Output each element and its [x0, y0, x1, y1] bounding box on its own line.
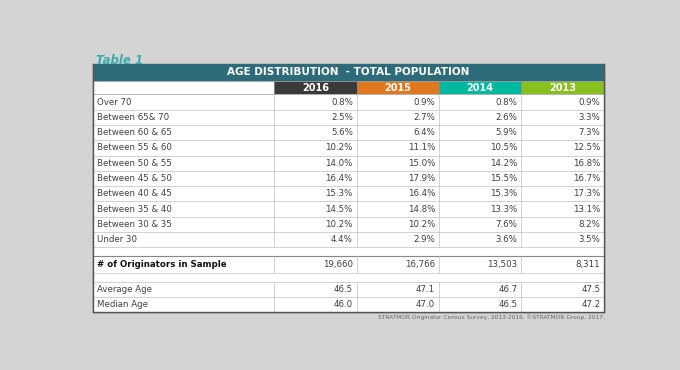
- Bar: [439, 81, 522, 94]
- Text: 12.5%: 12.5%: [573, 144, 600, 152]
- Text: 3.3%: 3.3%: [579, 113, 600, 122]
- Bar: [92, 248, 605, 256]
- Bar: [522, 81, 605, 94]
- Bar: [92, 297, 605, 312]
- Text: Between 45 & 50: Between 45 & 50: [97, 174, 171, 183]
- Text: 8,311: 8,311: [576, 260, 600, 269]
- Bar: [274, 81, 357, 94]
- Bar: [92, 256, 605, 273]
- Bar: [92, 156, 605, 171]
- Text: Between 50 & 55: Between 50 & 55: [97, 159, 171, 168]
- Text: AGE DISTRIBUTION  - TOTAL POPULATION: AGE DISTRIBUTION - TOTAL POPULATION: [227, 67, 470, 77]
- Text: 10.2%: 10.2%: [326, 220, 353, 229]
- Text: 8.2%: 8.2%: [579, 220, 600, 229]
- Text: 16,766: 16,766: [405, 260, 435, 269]
- Text: 2.7%: 2.7%: [413, 113, 435, 122]
- Text: 2.9%: 2.9%: [413, 235, 435, 244]
- Text: 46.5: 46.5: [498, 300, 517, 309]
- Bar: [92, 217, 605, 232]
- Text: 0.9%: 0.9%: [579, 98, 600, 107]
- Text: 2.5%: 2.5%: [331, 113, 353, 122]
- Text: 0.8%: 0.8%: [331, 98, 353, 107]
- Text: 0.8%: 0.8%: [496, 98, 517, 107]
- Text: Over 70: Over 70: [97, 98, 131, 107]
- Text: 47.0: 47.0: [416, 300, 435, 309]
- Bar: [92, 171, 605, 186]
- Bar: [92, 186, 605, 202]
- Text: 47.2: 47.2: [581, 300, 600, 309]
- Text: 7.3%: 7.3%: [579, 128, 600, 137]
- Text: 15.3%: 15.3%: [326, 189, 353, 198]
- Text: 14.8%: 14.8%: [408, 205, 435, 213]
- Text: 2015: 2015: [384, 83, 411, 92]
- Text: 17.9%: 17.9%: [408, 174, 435, 183]
- Text: 15.5%: 15.5%: [490, 174, 517, 183]
- Text: 47.5: 47.5: [581, 285, 600, 294]
- Bar: [92, 64, 605, 81]
- Text: Between 55 & 60: Between 55 & 60: [97, 144, 171, 152]
- Text: 47.1: 47.1: [416, 285, 435, 294]
- Text: 10.2%: 10.2%: [326, 144, 353, 152]
- Text: 46.5: 46.5: [334, 285, 353, 294]
- Text: 16.4%: 16.4%: [408, 189, 435, 198]
- Text: 2014: 2014: [466, 83, 494, 92]
- Bar: [92, 202, 605, 217]
- Text: Between 30 & 35: Between 30 & 35: [97, 220, 171, 229]
- Text: 16.7%: 16.7%: [573, 174, 600, 183]
- Bar: [357, 81, 439, 94]
- Bar: [92, 64, 605, 312]
- Text: Median Age: Median Age: [97, 300, 148, 309]
- Text: 14.5%: 14.5%: [326, 205, 353, 213]
- Text: 16.8%: 16.8%: [573, 159, 600, 168]
- Text: Between 40 & 45: Between 40 & 45: [97, 189, 171, 198]
- Text: 10.5%: 10.5%: [490, 144, 517, 152]
- Text: 46.0: 46.0: [334, 300, 353, 309]
- Text: 5.9%: 5.9%: [496, 128, 517, 137]
- Text: 3.5%: 3.5%: [579, 235, 600, 244]
- Text: 3.6%: 3.6%: [496, 235, 517, 244]
- Text: 13,503: 13,503: [488, 260, 517, 269]
- Text: Average Age: Average Age: [97, 285, 152, 294]
- Text: 10.2%: 10.2%: [408, 220, 435, 229]
- Text: 7.6%: 7.6%: [496, 220, 517, 229]
- Bar: [92, 140, 605, 156]
- Text: 13.1%: 13.1%: [573, 205, 600, 213]
- Bar: [92, 282, 605, 297]
- Text: 5.6%: 5.6%: [331, 128, 353, 137]
- Text: STRATMOR Originator Census Survey, 2013-2016. ©STRATMOR Group, 2017.: STRATMOR Originator Census Survey, 2013-…: [377, 314, 605, 320]
- Text: 2013: 2013: [549, 83, 577, 92]
- Text: # of Originators in Sample: # of Originators in Sample: [97, 260, 226, 269]
- Text: 19,660: 19,660: [323, 260, 353, 269]
- Text: 0.9%: 0.9%: [413, 98, 435, 107]
- Text: 6.4%: 6.4%: [413, 128, 435, 137]
- Text: 46.7: 46.7: [498, 285, 517, 294]
- Text: 14.2%: 14.2%: [490, 159, 517, 168]
- Text: Under 30: Under 30: [97, 235, 137, 244]
- Bar: [92, 125, 605, 140]
- Bar: [92, 94, 605, 110]
- Text: 2016: 2016: [302, 83, 329, 92]
- Bar: [92, 232, 605, 248]
- Text: Between 65& 70: Between 65& 70: [97, 113, 169, 122]
- Text: Between 60 & 65: Between 60 & 65: [97, 128, 171, 137]
- Text: 4.4%: 4.4%: [331, 235, 353, 244]
- Bar: [92, 110, 605, 125]
- Text: 13.3%: 13.3%: [490, 205, 517, 213]
- Text: 15.3%: 15.3%: [490, 189, 517, 198]
- Text: Between 35 & 40: Between 35 & 40: [97, 205, 171, 213]
- Text: 2.6%: 2.6%: [496, 113, 517, 122]
- Text: 15.0%: 15.0%: [408, 159, 435, 168]
- Bar: [92, 81, 274, 94]
- Text: 14.0%: 14.0%: [326, 159, 353, 168]
- Text: 11.1%: 11.1%: [408, 144, 435, 152]
- Bar: [92, 273, 605, 282]
- Text: Table 1: Table 1: [96, 54, 143, 67]
- Text: 17.3%: 17.3%: [573, 189, 600, 198]
- Text: 16.4%: 16.4%: [326, 174, 353, 183]
